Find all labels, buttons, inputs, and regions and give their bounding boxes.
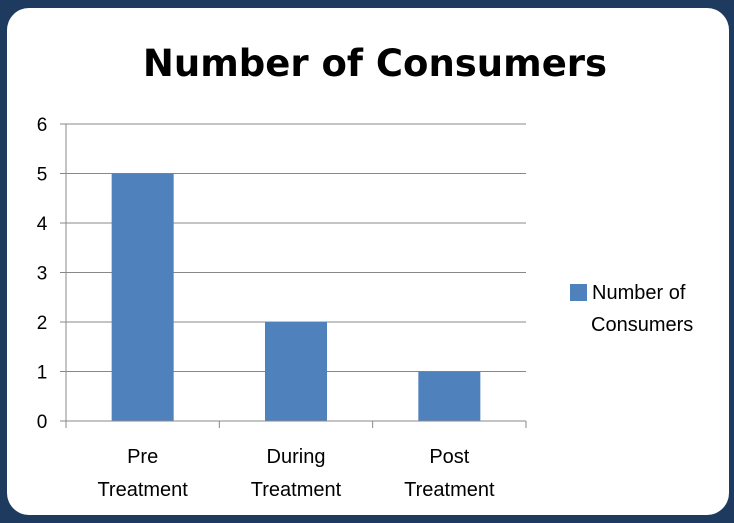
legend-swatch: [570, 284, 587, 301]
y-tick-label: 5: [37, 165, 48, 186]
y-tick-label: 4: [37, 214, 48, 235]
x-tick-label: Post: [429, 446, 469, 468]
legend: Number of Consumers: [570, 282, 693, 336]
legend-label: Consumers: [591, 314, 693, 336]
x-tick-label: Treatment: [404, 479, 495, 501]
bars: [111, 173, 481, 421]
chart-title: Number of Consumers: [143, 42, 607, 85]
y-tick-label: 6: [37, 115, 48, 136]
bar: [265, 322, 327, 421]
y-tick-label: 0: [37, 412, 48, 433]
x-tick-label: During: [267, 446, 326, 468]
axes: 0 1 2 3 4 5 6 Pre Treatment During Treatment Post Tr…: [37, 115, 527, 501]
legend-label: Number of: [592, 282, 686, 304]
bar: [111, 173, 174, 421]
y-tick-label: 2: [37, 313, 48, 334]
y-tick-label: 3: [37, 264, 48, 285]
x-tick-label: Treatment: [251, 479, 342, 501]
x-tick-label: Pre: [127, 446, 158, 468]
x-tick-label: Treatment: [97, 479, 188, 501]
y-tick-label: 1: [37, 363, 48, 384]
bar: [418, 371, 481, 421]
